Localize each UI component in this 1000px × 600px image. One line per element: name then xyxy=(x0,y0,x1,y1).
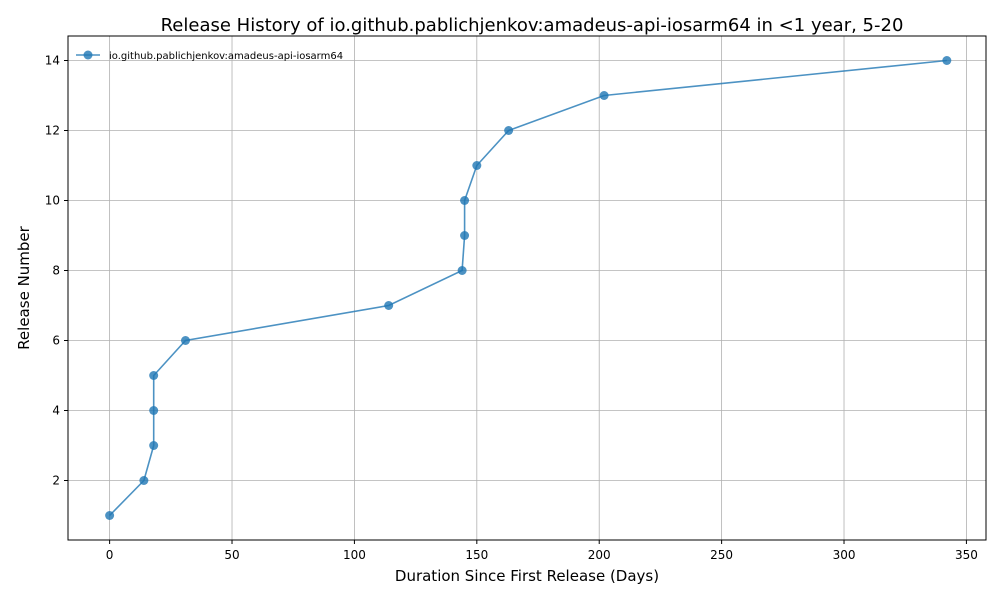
x-tick-label: 200 xyxy=(588,548,611,562)
data-point xyxy=(149,441,159,450)
data-point xyxy=(149,371,159,380)
data-point xyxy=(460,231,470,240)
y-tick-label: 14 xyxy=(45,54,60,68)
data-point xyxy=(105,511,115,520)
y-tick-label: 8 xyxy=(52,264,60,278)
data-point xyxy=(504,126,514,135)
y-tick-label: 6 xyxy=(52,334,60,348)
x-tick-label: 250 xyxy=(710,548,733,562)
grid-lines xyxy=(68,36,986,540)
data-point xyxy=(460,196,470,205)
series-line xyxy=(109,59,947,517)
x-tick-label: 50 xyxy=(224,548,239,562)
data-point xyxy=(384,301,394,310)
data-point xyxy=(149,406,159,415)
x-tick-label: 0 xyxy=(106,548,114,562)
x-tick-label: 350 xyxy=(955,548,978,562)
y-tick-label: 12 xyxy=(45,124,60,138)
data-point xyxy=(599,91,609,100)
data-point xyxy=(457,266,467,275)
series-layer xyxy=(105,56,952,520)
y-tick-label: 10 xyxy=(45,194,60,208)
data-point xyxy=(139,476,149,485)
x-tick-label: 300 xyxy=(833,548,856,562)
y-axis-label: Release Number xyxy=(15,225,33,349)
x-tick-label: 150 xyxy=(465,548,488,562)
axis-ticks: 0 50 100 150 200 250 300 350 2 4 6 8 10 12 14 xyxy=(45,54,978,563)
x-axis-label: Duration Since First Release (Days) xyxy=(395,567,659,585)
legend-marker xyxy=(83,50,93,60)
legend-entry: io.github.pablichjenkov:amadeus-api-iosa… xyxy=(109,51,343,62)
data-point xyxy=(472,161,482,170)
legend: io.github.pablichjenkov:amadeus-api-iosa… xyxy=(76,50,343,62)
x-tick-label: 100 xyxy=(343,548,366,562)
plot-frame xyxy=(67,35,987,541)
data-point xyxy=(942,56,952,65)
y-tick-label: 2 xyxy=(52,474,60,488)
chart-title: Release History of io.github.pablichjenk… xyxy=(161,15,904,36)
y-tick-label: 4 xyxy=(52,404,60,418)
data-point xyxy=(181,336,191,345)
